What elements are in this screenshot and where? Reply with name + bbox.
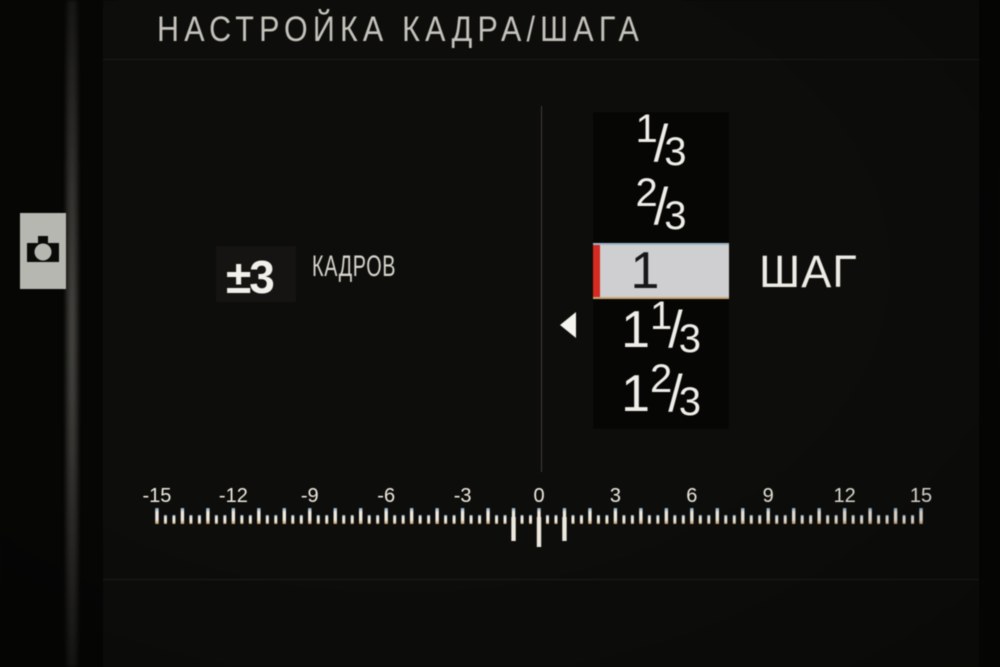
svg-text:0: 0 [533,485,544,507]
svg-text:15: 15 [910,485,932,507]
svg-text:-12: -12 [219,485,248,507]
svg-text:9: 9 [763,485,774,507]
svg-text:6: 6 [686,485,697,507]
svg-text:3: 3 [610,485,621,507]
svg-text:12: 12 [834,485,856,507]
svg-text:-6: -6 [377,485,395,507]
svg-text:-9: -9 [301,485,319,507]
svg-text:-15: -15 [142,485,171,507]
svg-text:-3: -3 [454,485,472,507]
